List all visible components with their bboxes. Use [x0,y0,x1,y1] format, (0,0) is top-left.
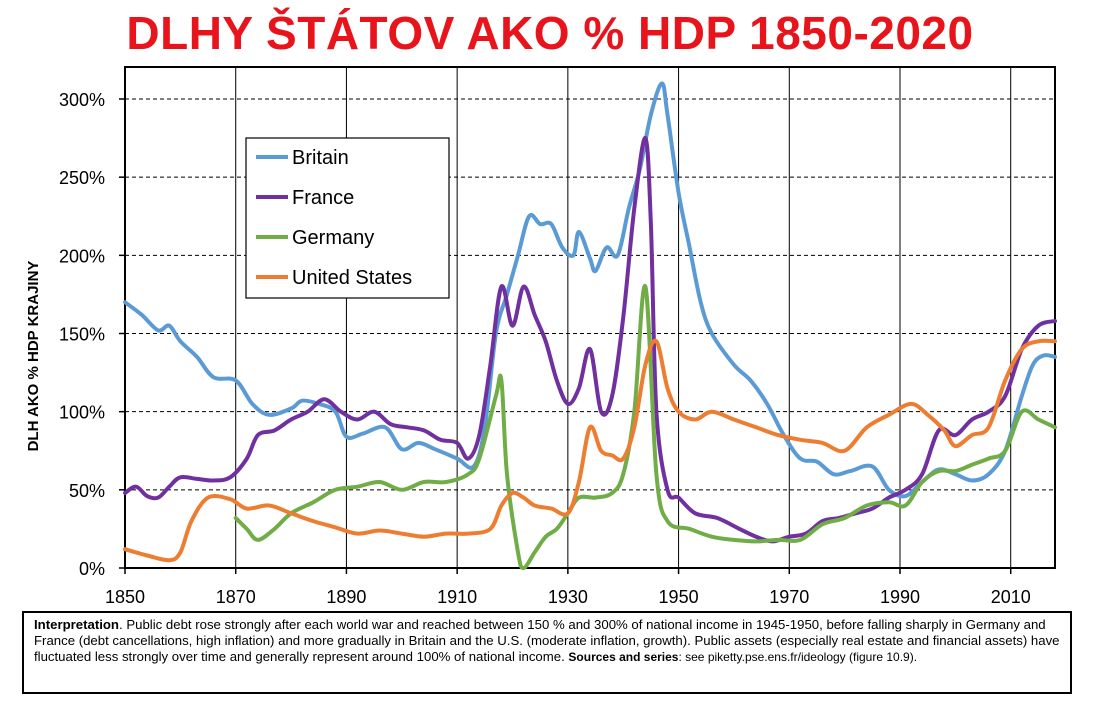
x-axis-ticks: 1850 1870 1890 1910 1930 1950 1970 1990 2010 [105,568,1031,607]
y-tick-label: 50% [69,481,105,501]
legend: Britain France Germany United States [245,137,450,299]
series-line-united-states [123,338,1057,563]
chart-title: DLHY ŠTÁTOV AKO % HDP 1850-2020 [126,7,974,59]
y-tick-label: 250% [59,168,105,188]
note-body: . Public debt rose strongly after each w… [34,617,1060,664]
y-tick-label: 150% [59,325,105,345]
x-tick-label: 1990 [880,587,920,607]
legend-label-britain: Britain [292,147,349,169]
x-tick-label: 1890 [326,587,366,607]
x-tick-label: 1970 [769,587,809,607]
interpretation-note: Interpretation. Public debt rose strongl… [22,611,1072,694]
x-tick-label: 2010 [991,587,1031,607]
x-tick-label: 1950 [659,587,699,607]
y-tick-label: 300% [59,90,105,110]
y-tick-label: 100% [59,403,105,423]
note-sources-label: Sources and series [568,650,679,664]
y-axis-ticks: 0% 50% 100% 150% 200% 250% 300% [59,90,125,579]
x-tick-label: 1850 [105,587,145,607]
legend-label-united-states: United States [292,267,412,289]
legend-label-germany: Germany [292,227,374,249]
note-sources-text: : see piketty.pse.ens.fr/ideology (figur… [678,650,918,664]
y-axis-label: DLH AKO % HDP KRAJINY [25,261,42,452]
series-line-germany [233,284,1057,570]
note-lead: Interpretation [34,617,119,632]
series-lines [123,81,1057,570]
x-tick-label: 1910 [437,587,477,607]
debt-chart: 0% 50% 100% 150% 200% 250% 300% 1850 1870 1890 19… [25,66,1057,607]
y-tick-label: 0% [79,559,105,579]
y-tick-label: 200% [59,246,105,266]
x-tick-label: 1930 [548,587,588,607]
series-line-france [123,136,1057,544]
series-line-britain [123,81,1057,499]
legend-label-france: France [292,187,354,209]
x-tick-label: 1870 [216,587,256,607]
legend-box [245,137,450,299]
